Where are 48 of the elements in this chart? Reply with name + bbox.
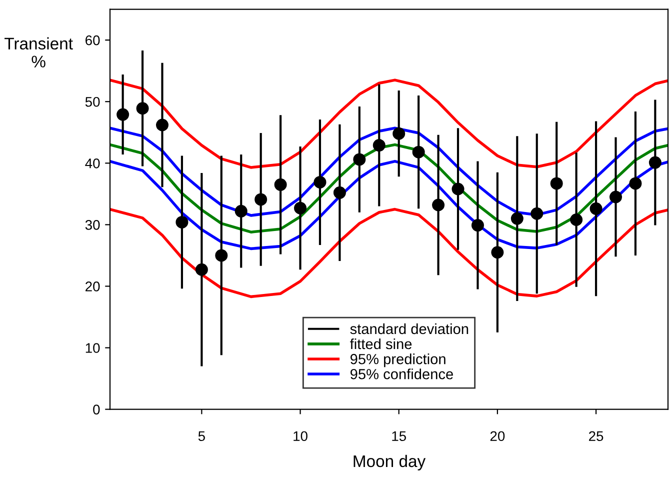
- y-tick-label: 0: [93, 404, 100, 414]
- y-axis-title: Transient %: [4, 37, 73, 68]
- point: [629, 177, 642, 190]
- x-tick-label: 15: [392, 431, 406, 442]
- y-tick-label: 30: [85, 220, 100, 230]
- point: [452, 182, 464, 196]
- point: [254, 193, 268, 206]
- point: [412, 146, 425, 158]
- x-tick-label: 10: [294, 431, 308, 442]
- point: [372, 139, 386, 152]
- point: [176, 216, 188, 228]
- point: [234, 204, 248, 218]
- point: [353, 153, 366, 166]
- point: [610, 190, 622, 204]
- x-tick-label: 20: [490, 431, 505, 442]
- point: [116, 108, 130, 121]
- y-tick-label: 40: [85, 158, 100, 168]
- point: [195, 263, 208, 276]
- legend-label: 95% confidence: [350, 368, 453, 380]
- point: [156, 118, 168, 132]
- point: [510, 212, 524, 225]
- legend-label: 95% prediction: [350, 354, 446, 368]
- point: [550, 177, 563, 190]
- x-tick-label: 5: [198, 431, 205, 442]
- legend-label: standard deviation: [350, 323, 468, 334]
- x-tick-label: 25: [589, 431, 604, 442]
- y-tick-label: 10: [86, 343, 100, 353]
- point: [570, 214, 583, 226]
- line-series: [110, 78, 668, 169]
- point: [314, 176, 326, 188]
- y-tick-label: 20: [86, 282, 100, 292]
- y-tick-label: 50: [85, 96, 100, 107]
- legend-label: fitted sine: [350, 338, 412, 350]
- point: [392, 127, 406, 140]
- x-axis-title: Moon day: [354, 454, 426, 470]
- line-series: [110, 208, 668, 298]
- point: [333, 186, 346, 199]
- point: [294, 202, 307, 214]
- point: [648, 156, 662, 169]
- point: [215, 249, 228, 262]
- point: [491, 246, 504, 259]
- point: [471, 219, 484, 232]
- point: [530, 207, 544, 220]
- point: [432, 198, 445, 212]
- y-tick-label: 60: [86, 35, 100, 46]
- point: [274, 178, 287, 191]
- point: [590, 202, 602, 215]
- point: [136, 102, 149, 115]
